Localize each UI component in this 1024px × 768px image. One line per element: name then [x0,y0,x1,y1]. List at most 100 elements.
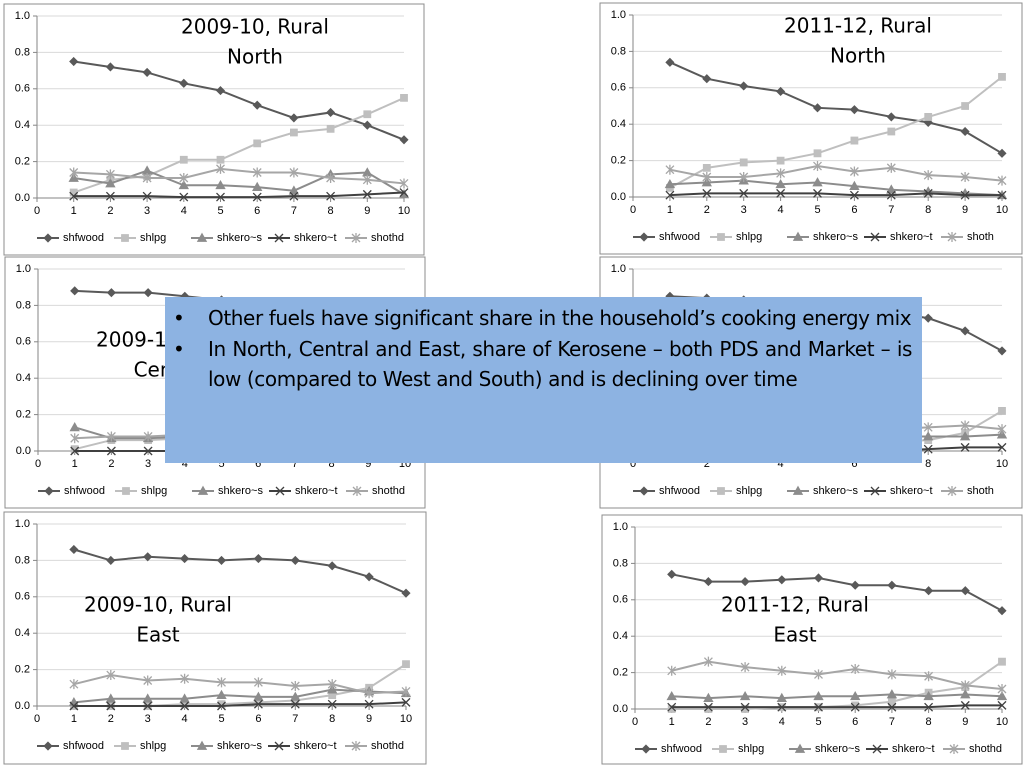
x-tick-label: 7 [889,716,895,728]
marker [289,113,299,123]
marker [887,127,896,136]
marker [703,577,713,587]
marker [998,657,1006,666]
marker [180,554,190,564]
marker [179,172,189,183]
bullet-list: Other fuels have significant share in th… [173,303,912,395]
marker [216,689,227,699]
x-tick-label: 10 [996,716,1008,728]
marker [849,105,859,115]
marker [923,431,934,441]
x-tick-label: 1 [71,205,77,217]
x-tick-label: 7 [292,458,298,470]
marker [667,665,677,676]
marker [106,431,116,442]
marker [106,446,116,456]
marker [947,232,957,242]
marker [143,431,153,442]
marker [105,62,115,72]
marker [122,487,130,495]
chart-title: 2011-12, Rural [721,593,869,617]
y-tick-label: 0.2 [15,664,30,676]
chart-title: 2011-12, Rural [784,14,932,38]
series-line [73,191,405,199]
marker [960,689,971,699]
marker [362,189,372,199]
legend-label: shkero~s [218,485,263,497]
chart: 0.0 0.2 0.4 0.6 0.8 1.0 0 1 2 3 4 5 6 7 8 9 10 2011-12, R… [599,2,1023,255]
marker [252,181,263,191]
y-tick-label: 0.4 [611,118,626,130]
legend-label: shkero~t [294,740,337,752]
marker [814,702,823,712]
x-tick-label: 3 [145,458,151,470]
marker [105,191,115,201]
series-line [669,165,1003,182]
legend-label: shfwood [63,232,104,244]
marker [106,288,116,298]
y-tick-label: 1.0 [16,263,31,275]
x-tick-label: 4 [779,716,785,728]
chart: 0.0 0.2 0.4 0.6 0.8 1.0 0 1 2 3 4 5 6 7 8 9 10 2009-10, R… [3,511,427,765]
y-tick-label: 0.8 [15,46,30,58]
y-tick-label: 0.4 [16,372,31,384]
legend-label: shlpg [736,231,762,243]
legend-label: shkero~t [890,485,933,497]
marker [813,149,822,158]
marker [196,740,208,750]
marker [666,690,677,701]
marker [70,446,80,456]
marker [960,586,970,596]
marker [252,192,262,202]
marker [850,702,860,712]
marker [812,103,823,113]
y-tick-label: 0.0 [15,192,30,204]
marker [998,407,1006,415]
marker [887,580,897,590]
y-tick-label: 0.6 [15,83,30,95]
y-tick-label: 0.0 [16,445,31,457]
series-line [73,674,407,695]
x-tick-label: 2 [705,716,711,728]
x-tick-label: 4 [778,204,784,216]
marker [217,701,226,711]
y-tick-label: 0.4 [15,627,30,639]
marker [813,690,824,701]
marker [142,191,152,201]
y-tick-label: 0.8 [611,45,626,57]
marker [106,701,116,711]
x-tick-label: 3 [144,205,150,217]
marker [997,700,1007,710]
marker [740,577,750,587]
x-tick-label: 9 [364,205,370,217]
marker [740,702,750,712]
marker [364,572,374,582]
marker [813,573,824,583]
marker [776,86,786,97]
marker [702,74,712,84]
marker [667,702,677,712]
legend-label: shoth [967,231,994,243]
marker [69,422,80,432]
series-line [671,693,1003,700]
legend-label: shlpg [141,485,167,497]
marker [289,191,299,201]
y-tick-label: 1.0 [15,518,30,530]
marker [105,169,115,180]
marker [290,680,300,691]
chart: 0.0 0.2 0.4 0.6 0.8 1.0 0 1 2 3 4 5 6 7 8 9 10 2009-10, R… [3,3,425,256]
marker [870,486,880,496]
marker [667,569,677,579]
marker [997,424,1007,435]
x-tick-label: 6 [851,204,857,216]
marker [997,346,1007,356]
marker [717,487,725,495]
marker [923,170,933,181]
marker [702,163,711,172]
y-tick-label: 0.6 [15,591,30,603]
y-tick-label: 0.4 [15,119,30,131]
marker [849,190,859,200]
x-tick-label: 9 [366,713,372,725]
marker [997,442,1007,452]
